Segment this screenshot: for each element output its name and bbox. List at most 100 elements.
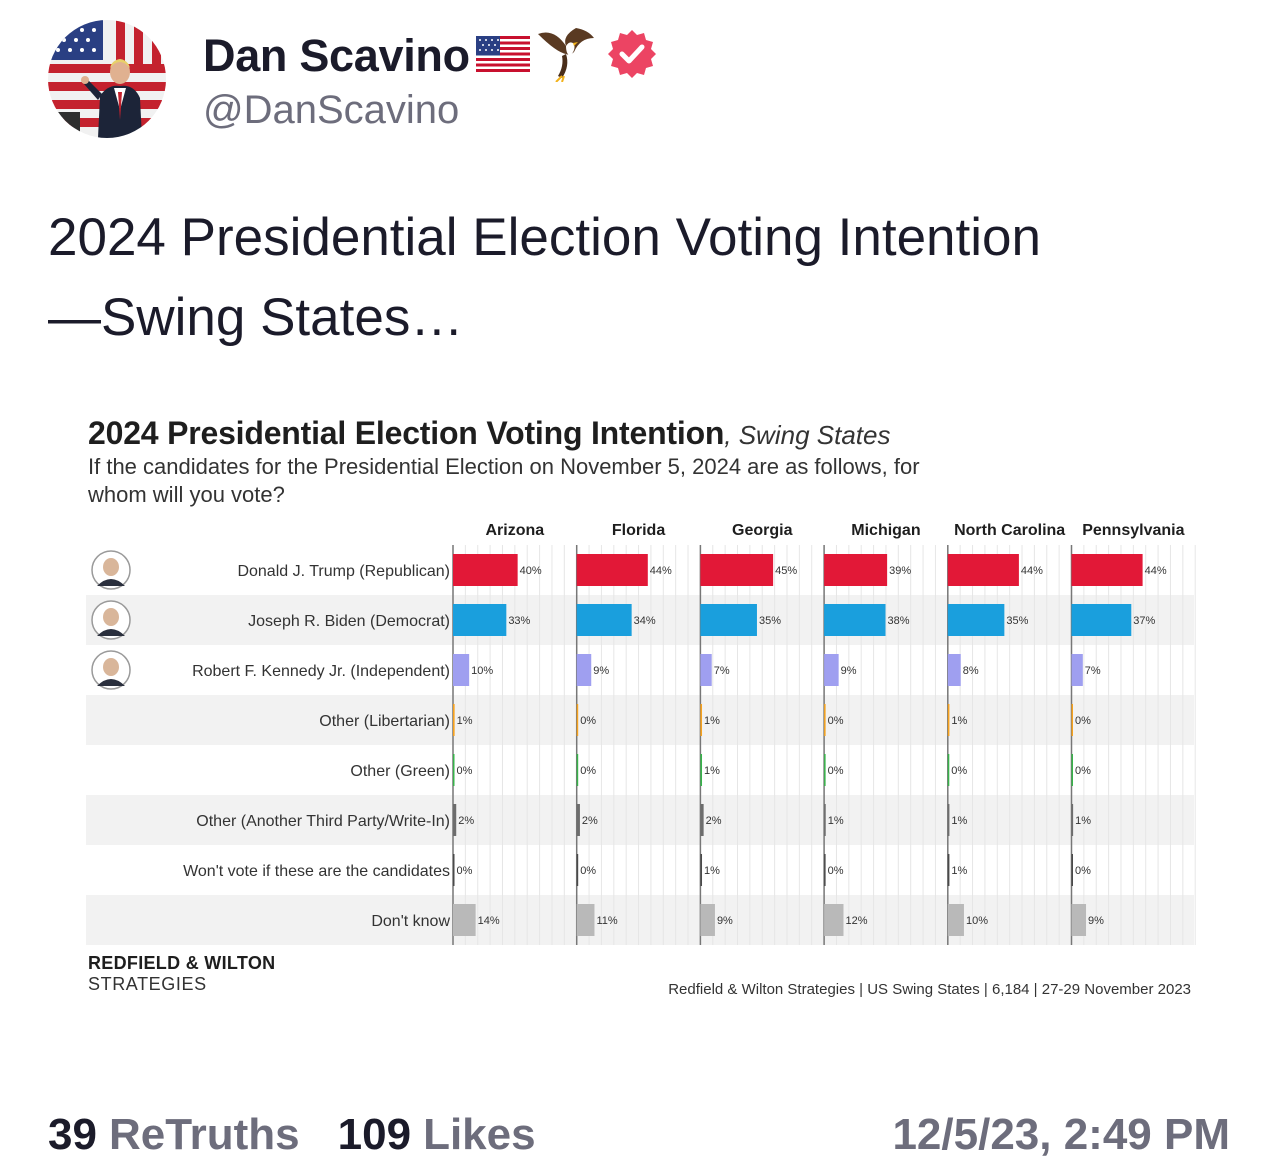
bar-value-label: 35% <box>759 615 781 627</box>
bar-value-label: 1% <box>1075 815 1091 827</box>
bar <box>824 604 886 636</box>
display-name-text: Dan Scavino <box>203 30 470 81</box>
chart-title-sub: , Swing States <box>724 420 891 450</box>
bar-value-label: 34% <box>634 615 656 627</box>
bar <box>453 804 457 836</box>
bar-value-label: 8% <box>963 665 979 677</box>
bar <box>576 554 648 586</box>
bar <box>947 754 950 786</box>
bar-value-label: 0% <box>1075 865 1091 877</box>
bar <box>1071 754 1073 786</box>
chart-title-main: 2024 Presidential Election Voting Intent… <box>88 415 725 451</box>
bar <box>576 604 632 636</box>
bar-value-label: 9% <box>593 665 609 677</box>
bar-value-label: 12% <box>845 915 867 927</box>
bar-value-label: 7% <box>1085 665 1101 677</box>
bar-value-label: 10% <box>966 915 988 927</box>
post-timestamp[interactable]: 12/5/23, 2:49 PM <box>892 1110 1230 1159</box>
bar <box>700 654 712 686</box>
retruths-stat[interactable]: 39 ReTruths <box>48 1110 300 1160</box>
category-label: Won't vote if these are the candidates <box>183 863 450 880</box>
bar <box>576 904 595 936</box>
bar-value-label: 1% <box>951 865 967 877</box>
author-avatar[interactable] <box>48 20 166 138</box>
bar-value-label: 1% <box>704 865 720 877</box>
bar <box>824 704 826 736</box>
us-flag-icon <box>475 35 530 77</box>
bar <box>576 654 592 686</box>
bar <box>700 904 715 936</box>
bar <box>453 704 455 736</box>
likes-stat[interactable]: 109 Likes <box>338 1110 536 1160</box>
bar <box>700 854 703 886</box>
bar <box>700 554 774 586</box>
post-image[interactable]: 2024 Presidential Election Voting Intent… <box>80 405 1205 1020</box>
bar <box>576 704 579 736</box>
bar-value-label: 45% <box>775 565 797 577</box>
bar-value-label: 11% <box>596 915 617 927</box>
candidate-photo-suit <box>97 679 125 686</box>
bar-value-label: 0% <box>457 765 473 777</box>
bar-value-label: 35% <box>1006 615 1028 627</box>
author-handle[interactable]: @DanScavino <box>203 88 460 132</box>
post-text-line: —Swing States… <box>48 288 464 347</box>
bar <box>1071 604 1132 636</box>
brand-line-1: REDFIELD & WILTON <box>88 953 276 973</box>
bar-value-label: 0% <box>828 765 844 777</box>
bar-value-label: 44% <box>650 565 672 577</box>
author-display-name[interactable]: Dan Scavino <box>203 27 658 84</box>
bar <box>1071 654 1083 686</box>
bar-value-label: 0% <box>951 765 967 777</box>
bar <box>1071 554 1143 586</box>
bar <box>453 604 507 636</box>
bar-value-label: 1% <box>704 765 720 777</box>
category-label: Robert F. Kennedy Jr. (Independent) <box>192 663 450 680</box>
bar <box>700 804 704 836</box>
bar-value-label: 9% <box>717 915 733 927</box>
bar-value-label: 9% <box>841 665 857 677</box>
bar-value-label: 0% <box>580 865 596 877</box>
bar <box>1071 904 1087 936</box>
state-header: Arizona <box>486 522 545 539</box>
state-header: Pennsylvania <box>1082 522 1184 539</box>
bar-value-label: 33% <box>508 615 530 627</box>
bar-value-label: 2% <box>706 815 722 827</box>
bar <box>700 604 757 636</box>
bar-value-label: 40% <box>520 565 542 577</box>
bar-value-label: 2% <box>582 815 598 827</box>
bar <box>576 754 579 786</box>
likes-label: Likes <box>423 1110 536 1159</box>
bar <box>824 804 826 836</box>
category-label: Donald J. Trump (Republican) <box>237 563 450 580</box>
bar-value-label: 1% <box>828 815 844 827</box>
category-label: Other (Another Third Party/Write-In) <box>196 813 450 830</box>
bar-value-label: 44% <box>1145 565 1167 577</box>
bar <box>947 654 961 686</box>
bar <box>947 604 1005 636</box>
bar-value-label: 0% <box>580 715 596 727</box>
bar <box>700 754 703 786</box>
bar-value-label: 1% <box>457 715 473 727</box>
candidate-photo-face <box>103 608 119 626</box>
bar <box>576 804 580 836</box>
bar-value-label: 0% <box>1075 715 1091 727</box>
bar <box>453 654 470 686</box>
category-label: Other (Green) <box>350 763 450 780</box>
bar <box>824 554 888 586</box>
brand-logo: REDFIELD & WILTON STRATEGIES <box>88 953 275 995</box>
bar <box>947 904 964 936</box>
row-band <box>86 695 1194 745</box>
bar <box>1071 804 1074 836</box>
bar-value-label: 0% <box>828 715 844 727</box>
bar-value-label: 0% <box>828 865 844 877</box>
candidate-photo-face <box>103 558 119 576</box>
brand-line-2: STRATEGIES <box>88 974 207 994</box>
bar <box>453 554 518 586</box>
state-header: Michigan <box>851 522 920 539</box>
bar <box>947 554 1019 586</box>
bar <box>947 854 950 886</box>
avatar-image <box>48 20 166 138</box>
category-label: Other (Libertarian) <box>319 713 450 730</box>
chart-source: Redfield & Wilton Strategies | US Swing … <box>668 981 1191 998</box>
bar <box>824 854 826 886</box>
